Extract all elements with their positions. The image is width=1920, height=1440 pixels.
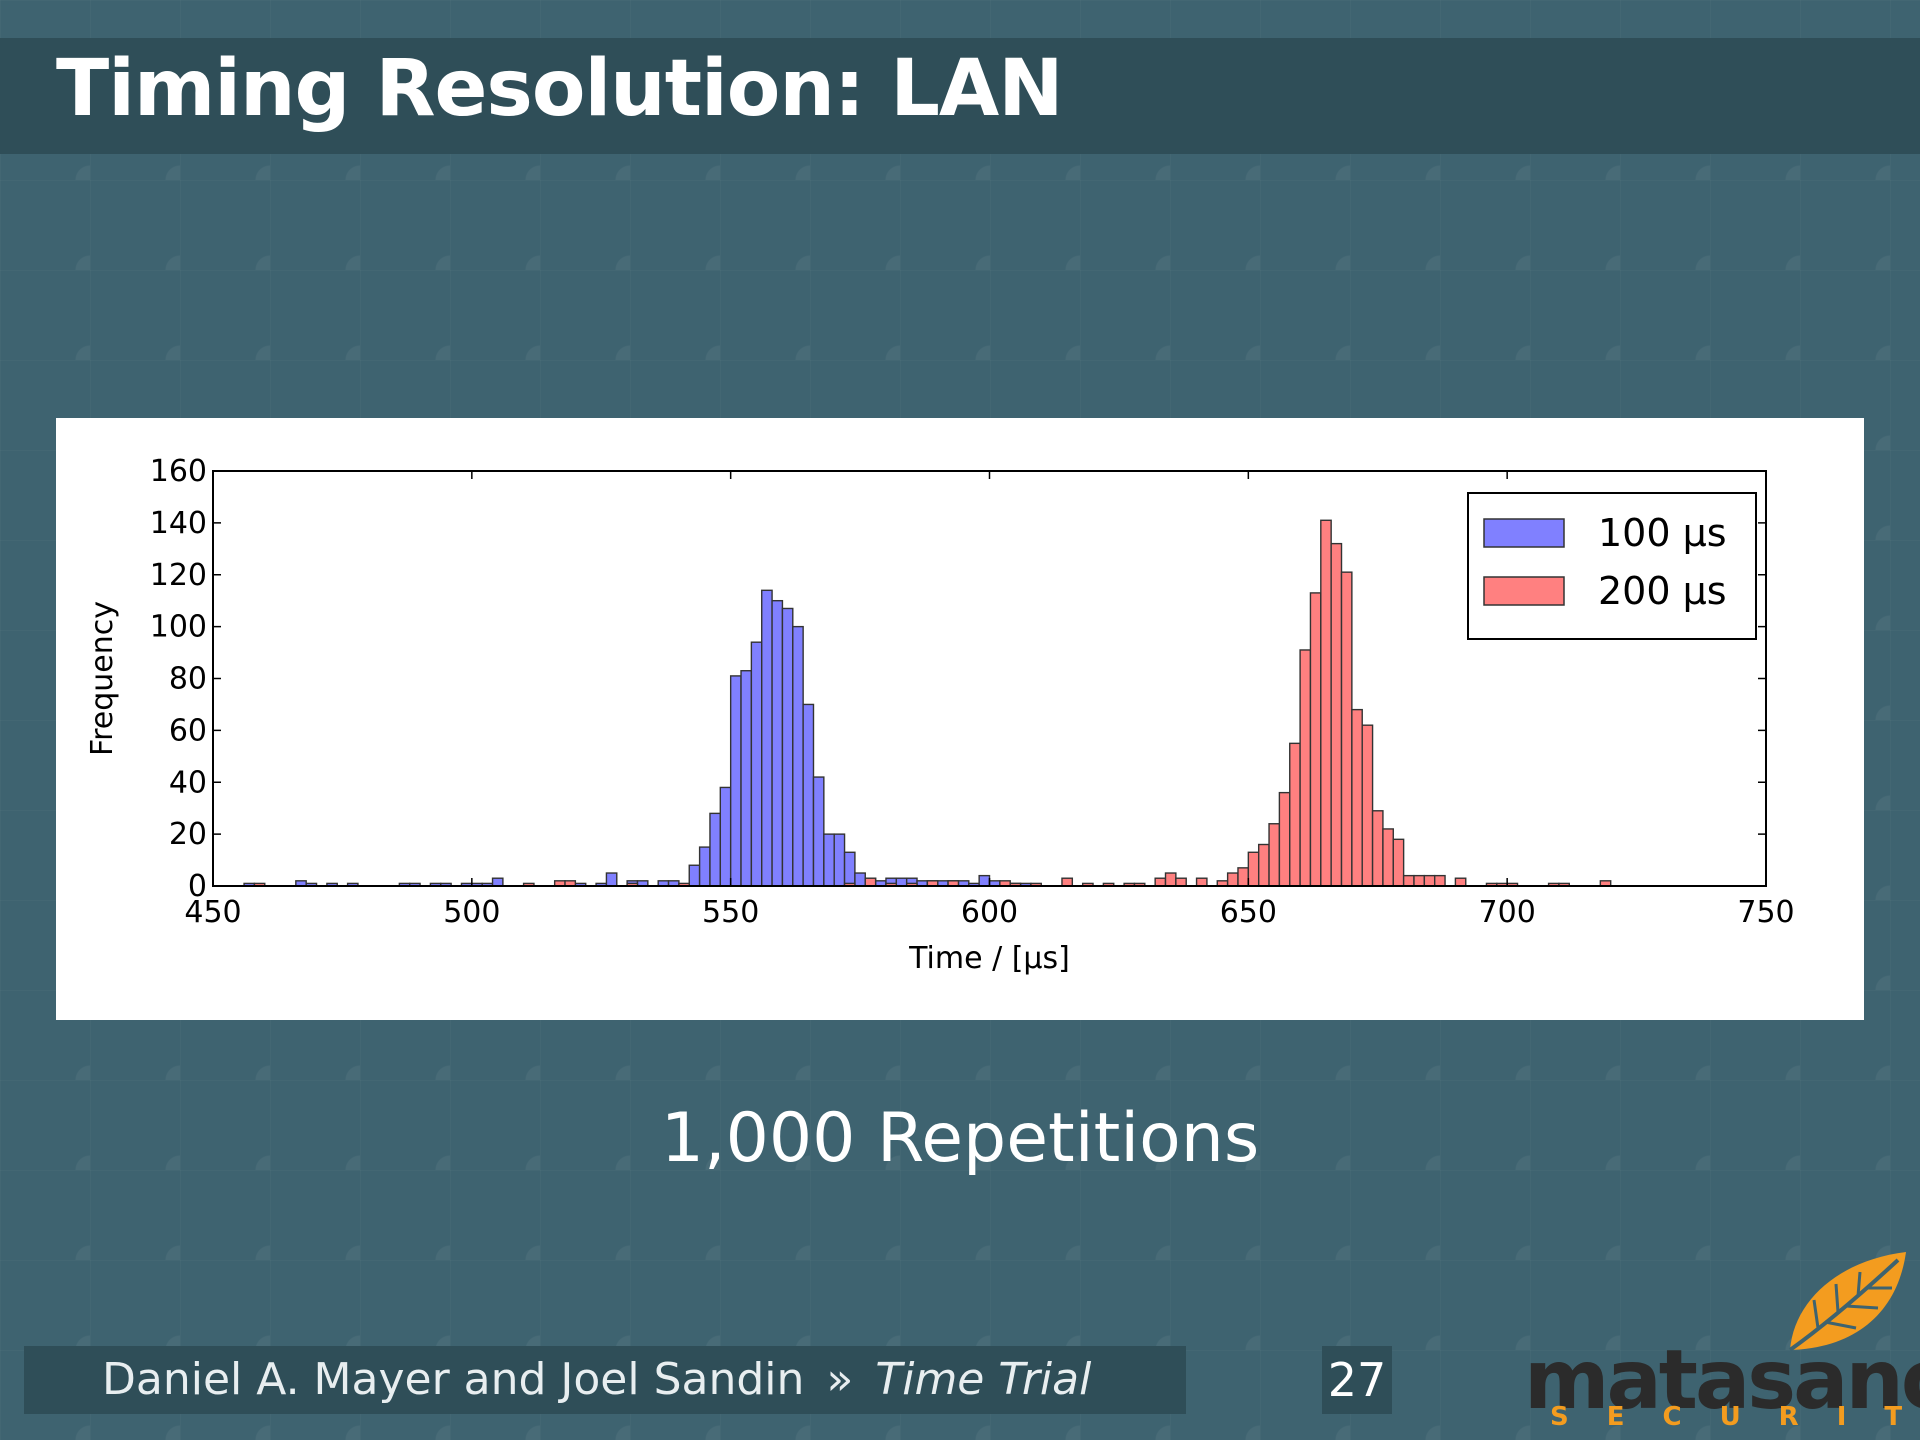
histogram-bar: [605, 872, 618, 887]
histogram-bar: [1268, 823, 1281, 887]
footer-text: Daniel A. Mayer and Joel Sandin » Time Tri…: [102, 1346, 1091, 1414]
slide-subtitle: 1,000 Repetitions: [660, 1099, 1260, 1178]
histogram-bar: [1340, 571, 1353, 887]
histogram-bar: [1433, 874, 1446, 887]
histogram-bar: [1392, 838, 1405, 887]
histogram-bar: [833, 833, 846, 887]
histogram-bar: [1423, 874, 1436, 887]
histogram-bar: [1195, 877, 1208, 887]
histogram-bar: [729, 675, 742, 887]
histogram-bar: [1413, 874, 1426, 887]
histogram-bar: [698, 846, 711, 887]
page-number: 27: [1322, 1346, 1392, 1414]
legend-swatch: [1483, 576, 1565, 606]
footer-bar: Daniel A. Mayer and Joel Sandin » Time Tri…: [24, 1346, 1186, 1414]
y-tick-label: 100: [150, 610, 207, 645]
y-tick-label: 40: [169, 765, 207, 800]
y-tick-label: 60: [169, 713, 207, 748]
x-axis-label: Time / [µs]: [908, 941, 1070, 976]
chart-panel: 450 500 550 600 650 700 750 0 20 40 60 80 100 120 140…: [56, 418, 1864, 1020]
x-tick-label: 550: [702, 895, 759, 930]
plot-frame: [212, 470, 1767, 887]
histogram-bar: [1371, 810, 1384, 887]
logo-wordmark: matasano: [1524, 1333, 1920, 1428]
footer-authors: Daniel A. Mayer and Joel Sandin: [102, 1354, 805, 1405]
histogram-bar: [1154, 877, 1167, 887]
histogram-bar: [1278, 791, 1291, 887]
x-tick-label: 600: [961, 895, 1018, 930]
legend: 100 µs 200 µs: [1467, 492, 1757, 640]
matasano-logo: matasano SECURITY: [1520, 1250, 1920, 1432]
histogram-bar: [1330, 542, 1343, 887]
leaf-icon: [1788, 1252, 1906, 1352]
histogram-chart: 450 500 550 600 650 700 750 0 20 40 60 80 100 120 140…: [56, 418, 1864, 1020]
histogram-bar: [1299, 649, 1312, 887]
histogram-bar: [1164, 872, 1177, 887]
y-tick-label: 160: [150, 454, 207, 489]
legend-box: [1467, 492, 1757, 640]
histogram-bar: [802, 703, 815, 887]
y-tick-label: 120: [150, 558, 207, 593]
histogram-bar: [1247, 851, 1260, 887]
histogram-bar: [854, 872, 866, 887]
x-tick-label: 750: [1737, 895, 1794, 930]
footer-talk-title: Time Trial: [875, 1354, 1092, 1405]
legend-label: 100 µs: [1598, 511, 1727, 555]
footer-separator: »: [826, 1354, 854, 1405]
histogram-bar: [1361, 724, 1374, 887]
histogram-bar: [688, 864, 701, 887]
x-tick-label: 650: [1220, 895, 1277, 930]
y-tick-label: 80: [169, 662, 207, 697]
histogram-bar: [1175, 877, 1187, 887]
histogram-bar: [1320, 519, 1332, 887]
series-2: [253, 519, 1612, 887]
histogram-bar: [1257, 843, 1270, 887]
histogram-bar: [895, 877, 908, 887]
histogram-bar: [978, 874, 991, 887]
histogram-bar: [1309, 592, 1322, 887]
histogram-bar: [1237, 867, 1250, 887]
y-axis-label: Frequency: [85, 601, 120, 756]
histogram-bar: [1289, 742, 1301, 887]
y-axis-ticks: 0 20 40 60 80 100 120 140 160: [150, 454, 1766, 904]
plot-marks: [243, 519, 1612, 887]
logo-tagline: SECURITY: [1550, 1402, 1920, 1432]
histogram-bar: [1382, 828, 1394, 887]
histogram-bar: [761, 589, 773, 887]
histogram-bar: [719, 786, 732, 887]
slide-title: Timing Resolution: LAN: [56, 44, 1064, 134]
x-tick-label: 450: [184, 895, 241, 930]
histogram-bar: [491, 877, 504, 887]
histogram-bar: [740, 670, 753, 887]
y-tick-label: 20: [169, 817, 207, 852]
histogram-bar: [1351, 708, 1363, 887]
histogram-bar: [1226, 872, 1239, 887]
series-1: [243, 589, 1032, 887]
histogram-bar: [771, 599, 784, 887]
legend-swatch: [1483, 518, 1565, 548]
histogram-bar: [843, 851, 856, 887]
histogram-bar: [781, 607, 794, 887]
histogram-bar: [750, 641, 763, 887]
histogram-bar: [812, 776, 825, 887]
title-bar: [0, 38, 1920, 154]
histogram-bar: [792, 625, 804, 887]
histogram-bar: [1454, 877, 1467, 887]
histogram-bar: [864, 877, 877, 887]
x-tick-label: 700: [1479, 895, 1536, 930]
histogram-bar: [1061, 877, 1074, 887]
x-axis-ticks: 450 500 550 600 650 700 750: [184, 471, 1795, 930]
x-tick-label: 500: [443, 895, 500, 930]
y-tick-label: 0: [188, 869, 207, 904]
legend-label: 200 µs: [1598, 569, 1727, 613]
histogram-bar: [1402, 874, 1415, 887]
y-tick-label: 140: [150, 506, 207, 541]
histogram-bar: [709, 812, 722, 887]
histogram-bar: [823, 833, 835, 887]
